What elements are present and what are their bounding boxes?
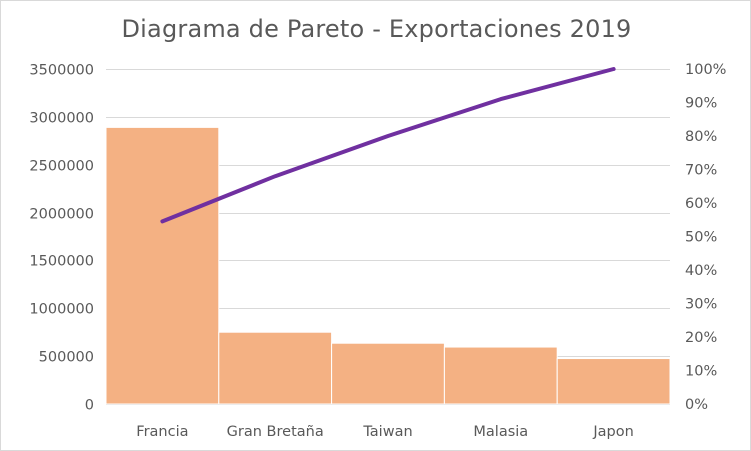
- right-axis-tick-label: 10%: [685, 364, 717, 380]
- left-axis-tick-label: 1500000: [29, 254, 94, 270]
- chart-title: Diagrama de Pareto - Exportaciones 2019: [121, 15, 632, 43]
- x-axis-category-label: Gran Bretaña: [227, 424, 324, 440]
- x-axis: Francia Gran Bretaña Taiwan Malasia Japon: [136, 424, 634, 440]
- x-axis-category-label: Francia: [136, 424, 188, 440]
- left-axis-tick-label: 500000: [39, 350, 94, 366]
- left-axis-tick-label: 2000000: [29, 207, 94, 223]
- right-axis-tick-label: 50%: [685, 230, 717, 246]
- cumulative-line-series: [160, 67, 616, 224]
- right-axis-tick-label: 20%: [685, 330, 717, 346]
- right-axis-tick-label: 60%: [685, 196, 717, 212]
- right-axis-tick-label: 0%: [685, 397, 708, 413]
- bar: [443, 346, 558, 405]
- bar: [105, 126, 220, 405]
- left-axis-tick-label: 2500000: [29, 159, 94, 175]
- x-axis-category-label: Malasia: [473, 424, 528, 440]
- right-axis-tick-label: 100%: [685, 62, 726, 78]
- bar-series: [105, 126, 671, 405]
- right-axis-tick-label: 90%: [685, 96, 717, 112]
- cumulative-percentage-line: [160, 67, 616, 224]
- left-axis: 0 500000 1000000 1500000 2000000 2500000 30000…: [29, 63, 94, 414]
- right-axis-tick-label: 30%: [685, 297, 717, 313]
- right-axis: 0% 10% 20% 30% 40% 50% 60% 70% 80% 90% 100%: [685, 62, 726, 413]
- bar: [331, 342, 445, 405]
- right-axis-tick-label: 70%: [685, 163, 717, 179]
- bar: [556, 358, 671, 405]
- right-axis-tick-label: 80%: [685, 129, 717, 145]
- x-axis-category-label: Japon: [592, 424, 633, 440]
- left-axis-tick-label: 1000000: [29, 302, 94, 318]
- left-axis-tick-label: 3500000: [29, 63, 94, 79]
- bar: [218, 331, 333, 405]
- left-axis-tick-label: 0: [85, 398, 94, 414]
- right-axis-tick-label: 40%: [685, 263, 717, 279]
- x-axis-category-label: Taiwan: [362, 424, 412, 440]
- left-axis-tick-label: 3000000: [29, 111, 94, 127]
